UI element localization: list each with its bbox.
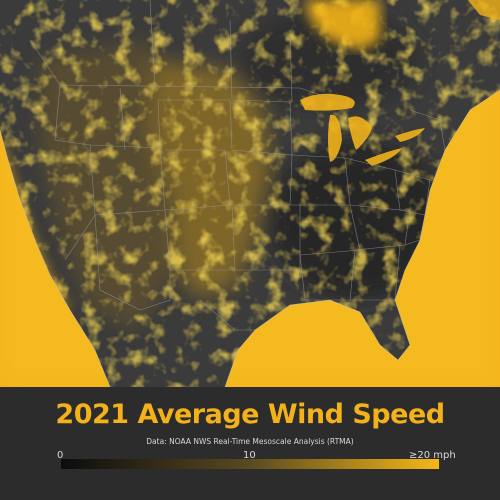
map-footer: 2021 Average Wind Speed Data: NOAA NWS R… [0, 387, 500, 500]
legend-tick-max: ≥20 mph [409, 450, 456, 461]
great-lakes [300, 93, 425, 166]
coastline [0, 89, 500, 387]
wind-speed-map [0, 0, 500, 387]
legend-tick-min: 0 [57, 450, 64, 461]
legend-tick-mid: 10 [243, 450, 256, 461]
color-scale-bar [61, 459, 439, 469]
map-title: 2021 Average Wind Speed [55, 399, 445, 430]
state-borders [29, 0, 446, 331]
hudson-bay [305, 0, 380, 50]
data-source-note: Data: NOAA NWS Real-Time Mesoscale Analy… [146, 437, 354, 446]
